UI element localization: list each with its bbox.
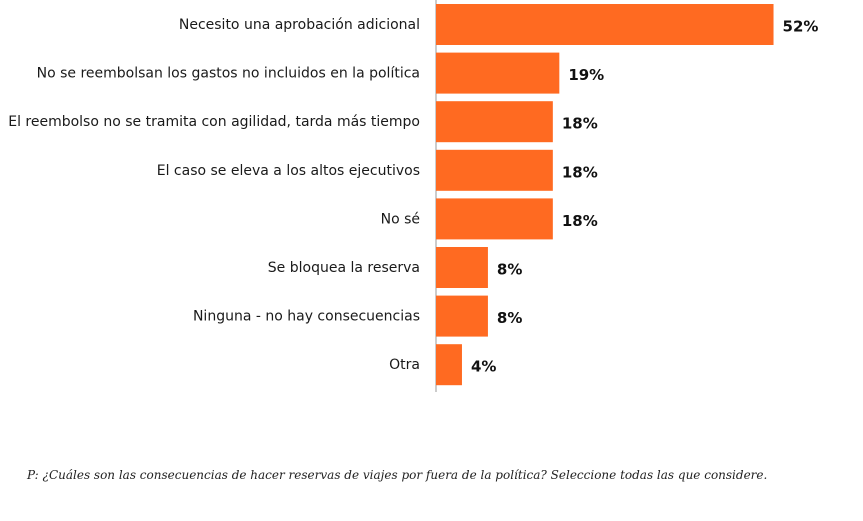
value-label: 18% (562, 163, 598, 181)
category-label: No se reembolsan los gastos no incluidos… (37, 66, 420, 82)
bar (436, 295, 488, 337)
value-label: 8% (497, 261, 522, 279)
category-label: Ninguna - no hay consecuencias (193, 309, 420, 325)
value-label: 52% (783, 18, 819, 36)
category-labels-group: Necesito una aprobación adicional No se r… (8, 17, 420, 373)
bar (436, 52, 560, 94)
bar-chart: Necesito una aprobación adicional No se r… (8, 0, 818, 392)
bar (436, 344, 462, 386)
bar (436, 101, 553, 143)
value-label: 4% (471, 358, 496, 376)
category-label: El reembolso no se tramita con agilidad,… (8, 114, 420, 130)
bar (436, 4, 774, 45)
category-label: Se bloquea la reserva (268, 260, 420, 276)
question-footnote: P: ¿Cuáles son las consecuencias de hace… (27, 468, 768, 482)
value-label: 19% (568, 66, 604, 84)
value-label: 8% (497, 309, 522, 327)
category-label: Necesito una aprobación adicional (179, 17, 420, 33)
category-label: Otra (389, 357, 420, 373)
bar (436, 198, 553, 240)
value-label: 18% (562, 115, 598, 133)
value-label: 18% (562, 212, 598, 230)
bar (436, 149, 553, 191)
value-labels-group: 52% 19% 18% 18% 18% 8% 8% 4% (471, 18, 818, 376)
bar (436, 247, 488, 288)
category-label: El caso se eleva a los altos ejecutivos (157, 163, 420, 179)
category-label: No sé (381, 211, 420, 227)
bars-group (436, 4, 774, 386)
